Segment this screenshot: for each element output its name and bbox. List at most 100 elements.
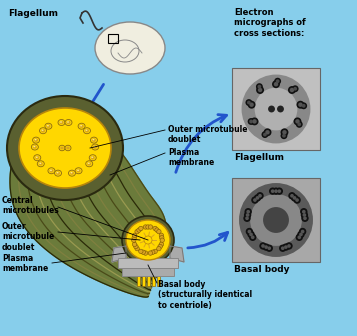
Ellipse shape: [56, 171, 60, 175]
Circle shape: [257, 85, 261, 88]
Text: Flagellum: Flagellum: [8, 9, 58, 18]
Ellipse shape: [88, 163, 90, 164]
Ellipse shape: [70, 172, 72, 173]
Ellipse shape: [55, 170, 61, 176]
Text: Outer microtubule
doublet: Outer microtubule doublet: [168, 125, 247, 144]
Ellipse shape: [47, 125, 49, 126]
Circle shape: [155, 228, 159, 232]
Circle shape: [246, 213, 250, 217]
Circle shape: [243, 215, 251, 222]
Circle shape: [139, 226, 143, 230]
Circle shape: [288, 86, 296, 94]
Text: Plasma
membrane: Plasma membrane: [2, 254, 48, 274]
Circle shape: [277, 106, 284, 113]
Ellipse shape: [60, 146, 64, 150]
Polygon shape: [10, 148, 167, 297]
Circle shape: [293, 196, 301, 204]
Ellipse shape: [77, 170, 79, 171]
Circle shape: [256, 83, 263, 90]
Ellipse shape: [39, 163, 41, 164]
Circle shape: [148, 225, 153, 229]
Circle shape: [300, 102, 307, 109]
Circle shape: [146, 225, 150, 229]
Circle shape: [144, 251, 148, 255]
Ellipse shape: [50, 170, 52, 171]
Circle shape: [256, 196, 259, 200]
Circle shape: [293, 87, 297, 91]
Circle shape: [135, 229, 139, 234]
Polygon shape: [170, 246, 184, 262]
Circle shape: [157, 247, 161, 251]
Circle shape: [290, 88, 294, 92]
Circle shape: [265, 130, 270, 134]
Ellipse shape: [91, 156, 95, 160]
Circle shape: [297, 236, 301, 239]
Circle shape: [148, 251, 153, 255]
Ellipse shape: [94, 146, 96, 147]
Circle shape: [302, 213, 306, 217]
Circle shape: [249, 234, 256, 241]
Ellipse shape: [91, 157, 93, 158]
Circle shape: [247, 101, 251, 104]
Circle shape: [159, 233, 164, 238]
Circle shape: [296, 234, 303, 241]
Ellipse shape: [95, 22, 165, 74]
Ellipse shape: [86, 161, 93, 167]
Ellipse shape: [56, 172, 59, 173]
Circle shape: [144, 236, 152, 244]
Circle shape: [261, 244, 265, 248]
Ellipse shape: [66, 121, 70, 124]
Circle shape: [249, 102, 254, 107]
Circle shape: [258, 194, 262, 198]
Circle shape: [296, 121, 303, 128]
Circle shape: [281, 128, 288, 136]
Circle shape: [285, 242, 293, 250]
Circle shape: [246, 228, 253, 235]
Circle shape: [249, 233, 253, 236]
Ellipse shape: [32, 137, 40, 143]
Circle shape: [267, 246, 271, 250]
Circle shape: [132, 233, 137, 238]
Circle shape: [291, 194, 298, 202]
Circle shape: [251, 118, 258, 125]
Ellipse shape: [37, 161, 44, 167]
Circle shape: [259, 242, 267, 250]
Ellipse shape: [84, 128, 90, 134]
Ellipse shape: [41, 129, 45, 132]
Circle shape: [132, 236, 136, 240]
Circle shape: [256, 192, 264, 200]
Ellipse shape: [85, 129, 89, 132]
Circle shape: [271, 189, 275, 193]
Circle shape: [274, 189, 278, 193]
Polygon shape: [112, 246, 126, 262]
Ellipse shape: [35, 156, 39, 160]
Ellipse shape: [87, 162, 91, 166]
Ellipse shape: [92, 139, 95, 140]
Circle shape: [263, 128, 271, 136]
Circle shape: [159, 242, 164, 247]
Circle shape: [282, 243, 290, 251]
Circle shape: [299, 228, 306, 235]
Circle shape: [160, 236, 164, 240]
Circle shape: [242, 75, 311, 143]
Circle shape: [300, 208, 307, 215]
Circle shape: [297, 231, 305, 238]
Circle shape: [279, 245, 286, 252]
Circle shape: [274, 78, 281, 85]
Circle shape: [274, 82, 278, 86]
Ellipse shape: [34, 138, 38, 142]
Ellipse shape: [78, 123, 85, 129]
Circle shape: [282, 134, 286, 138]
Ellipse shape: [89, 155, 96, 161]
Circle shape: [287, 244, 291, 248]
Ellipse shape: [75, 168, 82, 174]
Bar: [151, 264, 155, 286]
Circle shape: [251, 196, 258, 204]
Ellipse shape: [19, 108, 111, 188]
Ellipse shape: [122, 216, 174, 264]
Circle shape: [250, 194, 302, 246]
Circle shape: [295, 198, 299, 202]
Ellipse shape: [36, 157, 38, 158]
Ellipse shape: [93, 145, 97, 149]
Text: Outer
microtubule
doublet: Outer microtubule doublet: [2, 222, 54, 252]
